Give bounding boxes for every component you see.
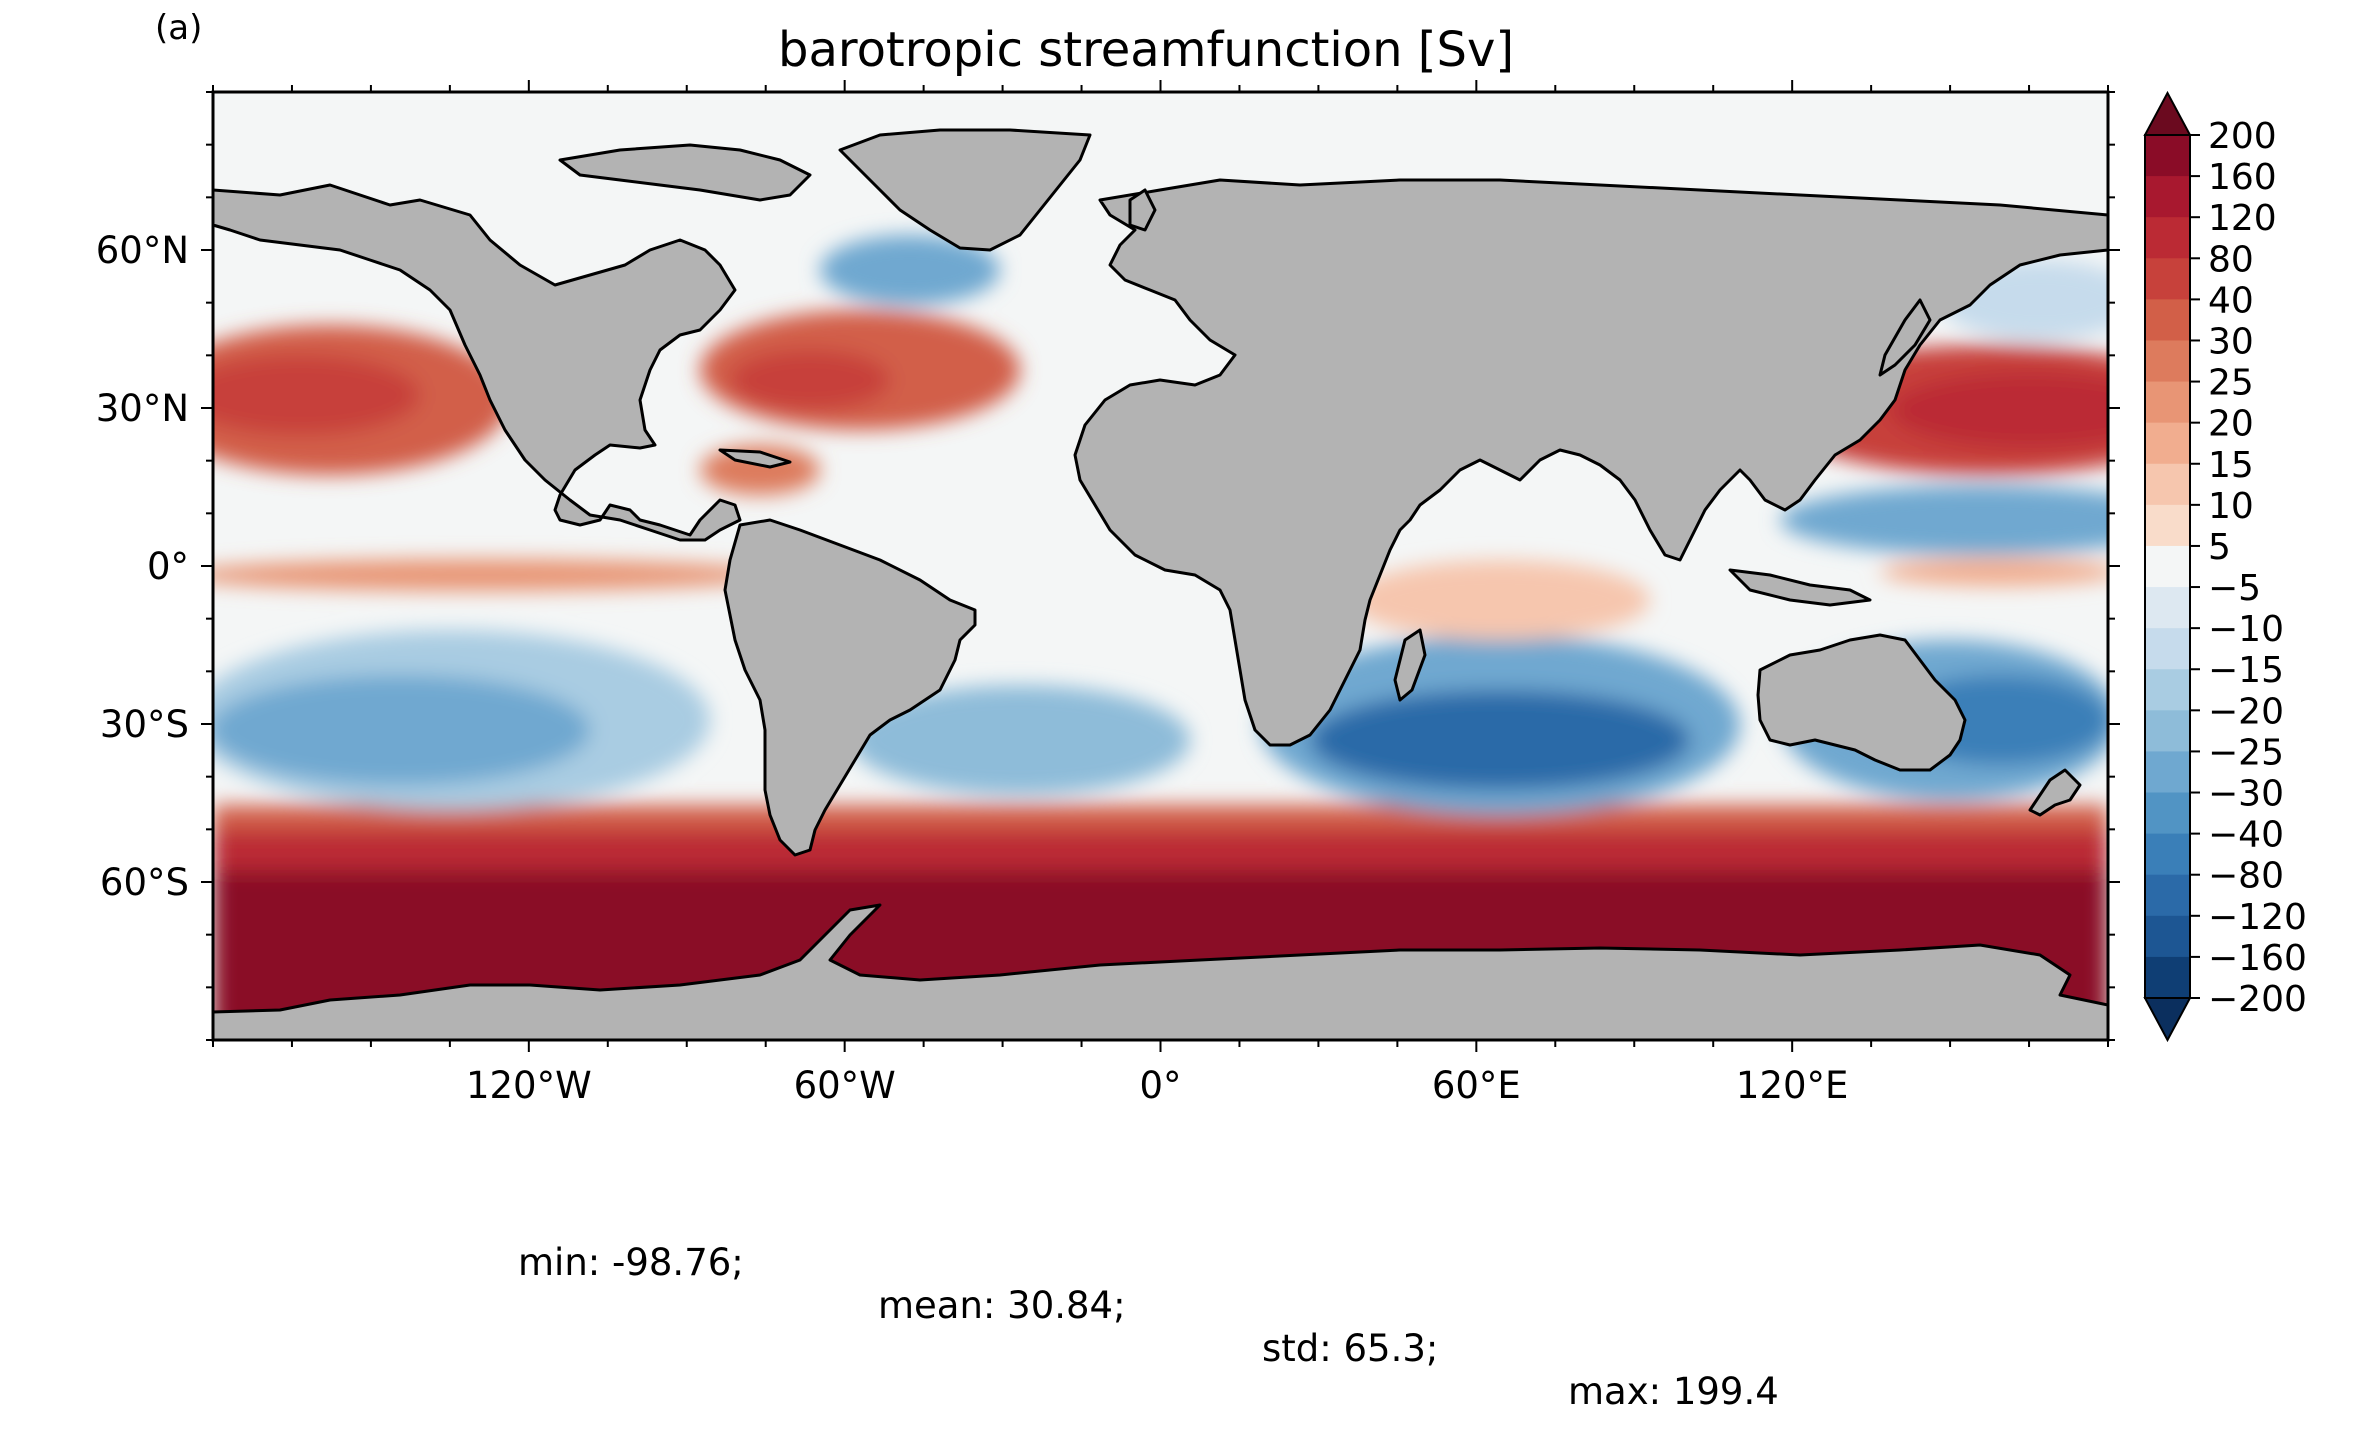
colorbar-label: −20	[2208, 691, 2284, 732]
colorbar-swatch	[2145, 628, 2190, 670]
colorbar-label: 200	[2208, 116, 2277, 157]
north-pacific-gyre-w-core	[1890, 372, 2108, 448]
greenland	[838, 128, 1092, 252]
colorbar-swatch	[2145, 833, 2190, 876]
colorbar-extend-bottom	[2143, 997, 2192, 1043]
colorbar-label: 40	[2208, 280, 2254, 321]
colorbar-swatch	[2145, 915, 2190, 958]
colorbar-label: 160	[2208, 157, 2277, 198]
colorbar-swatch	[2145, 463, 2190, 506]
statistics-line: min: -98.76; mean: 30.84; std: 65.3; max…	[0, 1198, 2362, 1456]
colorbar-label: 25	[2208, 363, 2254, 404]
colorbar-label: 15	[2208, 445, 2254, 486]
x-tick-label: 60°W	[794, 1064, 896, 1107]
japan	[1878, 298, 1932, 377]
new-zealand	[2028, 768, 2082, 817]
land-masses	[213, 128, 2108, 1040]
colorbar-label: 80	[2208, 239, 2254, 280]
x-tick-label: 120°W	[466, 1064, 592, 1107]
colorbar-swatch	[2145, 340, 2190, 383]
stat-mean: mean: 30.84;	[878, 1284, 1126, 1327]
colorbar-label: −120	[2208, 897, 2307, 938]
colorbar-swatch	[2145, 710, 2190, 752]
y-axis: 60°N 30°N 0° 30°S 60°S	[96, 91, 2120, 1041]
north-pacific-tropical-blue	[1780, 485, 2108, 555]
indian-ocean-tropical	[1350, 560, 1650, 640]
colorbar-swatch	[2145, 176, 2190, 218]
colorbar-label: −5	[2208, 568, 2261, 609]
north-america	[213, 183, 742, 542]
colorbar-swatch	[2145, 135, 2190, 177]
colorbar-label: −10	[2208, 609, 2284, 650]
colorbar-label: −15	[2208, 650, 2284, 691]
panel-label: (a)	[155, 8, 203, 48]
north-pacific-gyre-e-core	[213, 355, 420, 435]
colorbar-swatch	[2145, 751, 2190, 794]
x-tick-label: 60°E	[1432, 1064, 1521, 1107]
x-tick-label: 120°E	[1736, 1064, 1849, 1107]
figure: (a) barotropic streamfunction [Sv]	[96, 8, 2307, 1413]
y-tick-label: 60°S	[100, 861, 189, 904]
australia	[1756, 633, 1967, 772]
south-atlantic-gyre	[850, 685, 1190, 795]
colorbar-swatch	[2145, 422, 2190, 465]
antarctica	[213, 903, 2108, 1040]
south-america	[723, 518, 977, 857]
colorbar-swatch	[2145, 669, 2190, 711]
x-tick-label: 0°	[1139, 1064, 1181, 1107]
colorbar-swatch	[2145, 545, 2190, 588]
colorbar-label: −30	[2208, 774, 2284, 815]
colorbar-extend-top	[2143, 90, 2192, 136]
colorbar-swatch	[2145, 874, 2190, 917]
madagascar	[1393, 628, 1427, 702]
south-indian-gyre-core	[1310, 690, 1690, 790]
labrador-sea-gyre	[820, 235, 1000, 305]
uk	[1128, 188, 1157, 232]
colorbar-label: −200	[2208, 979, 2307, 1020]
colorbar-label: −40	[2208, 815, 2284, 856]
colorbar-label: 120	[2208, 198, 2277, 239]
equatorial-pacific-west	[1880, 558, 2108, 586]
colorbar-frame	[2144, 134, 2191, 999]
y-tick-label: 0°	[147, 545, 189, 588]
chart-title: barotropic streamfunction [Sv]	[778, 22, 1515, 78]
colorbar-swatch	[2145, 792, 2190, 835]
map-area	[213, 92, 2108, 1040]
colorbar-label: 5	[2208, 527, 2231, 568]
colorbar-label: 30	[2208, 321, 2254, 362]
indonesia	[1728, 568, 1872, 607]
colorbar-label: −25	[2208, 732, 2284, 773]
equatorial-pacific-band	[213, 559, 780, 591]
colorbar-swatch	[2145, 381, 2190, 424]
colorbar-swatch	[2145, 258, 2190, 300]
gulf-stream-core	[730, 350, 890, 410]
colorbar-swatch	[2145, 217, 2190, 259]
stat-std: std: 65.3;	[1262, 1327, 1439, 1370]
africa-eurasia	[1073, 178, 2108, 747]
stat-max: max: 199.4	[1568, 1370, 1779, 1413]
colorbar-swatch	[2145, 587, 2190, 629]
y-tick-label: 30°N	[96, 387, 189, 430]
colorbar-swatch	[2145, 299, 2190, 341]
colorbar-swatch	[2145, 956, 2190, 999]
x-axis: 120°W 60°W 0° 60°E 120°E	[212, 80, 2109, 1107]
colorbar-label: −160	[2208, 938, 2307, 979]
map-chart: 120°W 60°W 0° 60°E 120°E 60°N30°N0°30°S60°S …	[96, 80, 2307, 1107]
south-pacific-gyre-core	[213, 675, 590, 785]
y-tick-label: 30°S	[100, 703, 189, 746]
colorbar-label: 20	[2208, 404, 2254, 445]
colorbar-swatch	[2145, 504, 2190, 547]
colorbar: 200160120804030252015105−5−10−15−20−25−3…	[2143, 90, 2307, 1043]
colorbar-label: 10	[2208, 486, 2254, 527]
cuba	[718, 448, 792, 469]
canadian-arctic-islands	[558, 143, 812, 202]
y-tick-label: 60°N	[96, 229, 189, 272]
colorbar-label: −80	[2208, 856, 2284, 897]
